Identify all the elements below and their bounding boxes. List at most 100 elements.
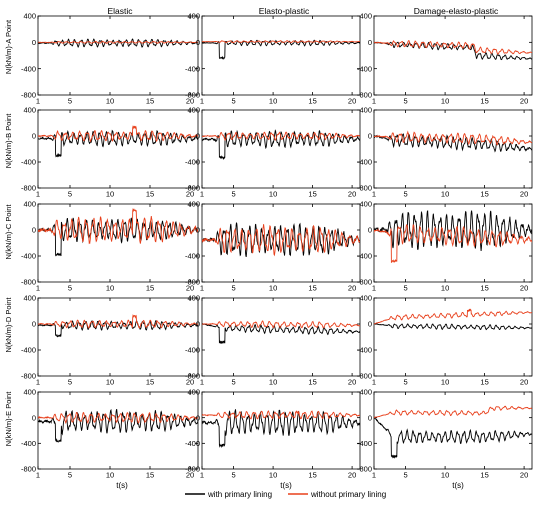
x-tick-label: 1 (200, 378, 204, 387)
x-tick-label: 20 (186, 284, 194, 293)
row-label-a: N(kN/m)-A Point (4, 19, 13, 74)
y-tick-label: 0 (32, 38, 36, 47)
series-line-without-primary-lining (202, 131, 360, 141)
x-tick-label: 10 (441, 471, 449, 480)
x-tick-label: 10 (106, 378, 114, 387)
x-tick-label: 1 (372, 190, 376, 199)
legend: with primary lining without primary lini… (185, 490, 386, 499)
x-tick-label: 10 (106, 97, 114, 106)
series-line-with-primary-lining (202, 322, 360, 344)
panel-series (38, 313, 198, 338)
y-tick-label: -800 (357, 91, 372, 100)
x-tick-label: 15 (146, 190, 154, 199)
row-label-e: N(kN/m)-E Point (4, 391, 13, 447)
panel-frame (373, 391, 533, 470)
x-tick-label: 1 (36, 471, 40, 480)
panel-series (374, 40, 532, 61)
y-tick-label: -800 (185, 372, 200, 381)
series-line-with-primary-lining (38, 38, 198, 48)
x-tick-label: 15 (146, 97, 154, 106)
y-tick-label: 400 (187, 294, 200, 303)
row-label-d: N(kN/m)-D Point (4, 297, 13, 353)
x-tick-label: 5 (68, 378, 72, 387)
panel-frame (201, 15, 361, 96)
panel-frame (373, 203, 533, 283)
y-tick-label: -800 (21, 184, 36, 193)
y-tick-label: -400 (357, 346, 372, 355)
panel-frame (37, 391, 199, 470)
y-tick-label: 0 (368, 226, 372, 235)
x-tick-label: 1 (200, 97, 204, 106)
x-tick-label: 5 (232, 190, 236, 199)
panel-series (374, 308, 532, 331)
x-tick-label: 5 (404, 190, 408, 199)
series-line-with-primary-lining (374, 133, 532, 153)
x-tick-label: 15 (308, 284, 316, 293)
series-line-with-primary-lining (202, 221, 360, 258)
series-line-with-primary-lining (202, 39, 360, 60)
x-axis-label-col2: t(s) (280, 481, 292, 490)
x-tick-label: 20 (348, 284, 356, 293)
x-tick-label: 1 (372, 471, 376, 480)
y-tick-label: 0 (196, 226, 200, 235)
x-tick-label: 10 (269, 378, 277, 387)
y-tick-label: -800 (357, 465, 372, 474)
panel-series (38, 207, 198, 257)
panel-series (374, 130, 532, 153)
y-tick-label: 0 (368, 320, 372, 329)
x-tick-label: 1 (372, 284, 376, 293)
x-tick-label: 15 (146, 471, 154, 480)
x-axis-label-col1: t(s) (116, 481, 128, 490)
panel-series (202, 39, 360, 60)
y-tick-label: 400 (23, 388, 36, 397)
y-tick-label: 400 (187, 106, 200, 115)
series-line-without-primary-lining (202, 224, 360, 257)
series-line-without-primary-lining (202, 40, 360, 44)
row-label-c: N(kN/m)-C Point (4, 204, 13, 260)
panel-frame (373, 109, 533, 189)
y-tick-label: -800 (21, 372, 36, 381)
y-tick-label: -400 (357, 439, 372, 448)
y-tick-label: 0 (32, 132, 36, 141)
x-tick-label: 20 (186, 471, 194, 480)
x-tick-label: 20 (520, 97, 528, 106)
x-tick-label: 5 (232, 284, 236, 293)
column-titles: Elastic Elasto-plastic Damage-elasto-pla… (107, 6, 499, 16)
y-tick-label: 400 (23, 294, 36, 303)
y-tick-label: 0 (32, 320, 36, 329)
y-tick-label: 400 (23, 106, 36, 115)
y-tick-label: -800 (21, 278, 36, 287)
x-tick-label: 1 (36, 378, 40, 387)
panel-frame (37, 15, 199, 96)
panel-series (202, 129, 360, 160)
x-tick-label: 5 (404, 471, 408, 480)
y-tick-label: 400 (359, 106, 372, 115)
series-line-without-primary-lining (374, 130, 532, 146)
y-tick-label: -400 (357, 64, 372, 73)
x-tick-label: 1 (200, 471, 204, 480)
x-axis-labels: t(s) t(s) t(s) (116, 481, 464, 490)
panel-frame (201, 297, 361, 377)
column-title-elastic: Elastic (107, 6, 133, 16)
y-tick-label: -400 (185, 158, 200, 167)
x-tick-label: 10 (441, 284, 449, 293)
x-tick-label: 20 (348, 471, 356, 480)
x-tick-label: 20 (520, 378, 528, 387)
y-tick-label: 0 (196, 413, 200, 422)
column-title-damage-elasto-plastic: Damage-elasto-plastic (414, 6, 499, 16)
x-tick-label: 1 (36, 284, 40, 293)
x-tick-label: 10 (106, 471, 114, 480)
x-tick-label: 15 (480, 97, 488, 106)
y-tick-label: 400 (23, 12, 36, 21)
